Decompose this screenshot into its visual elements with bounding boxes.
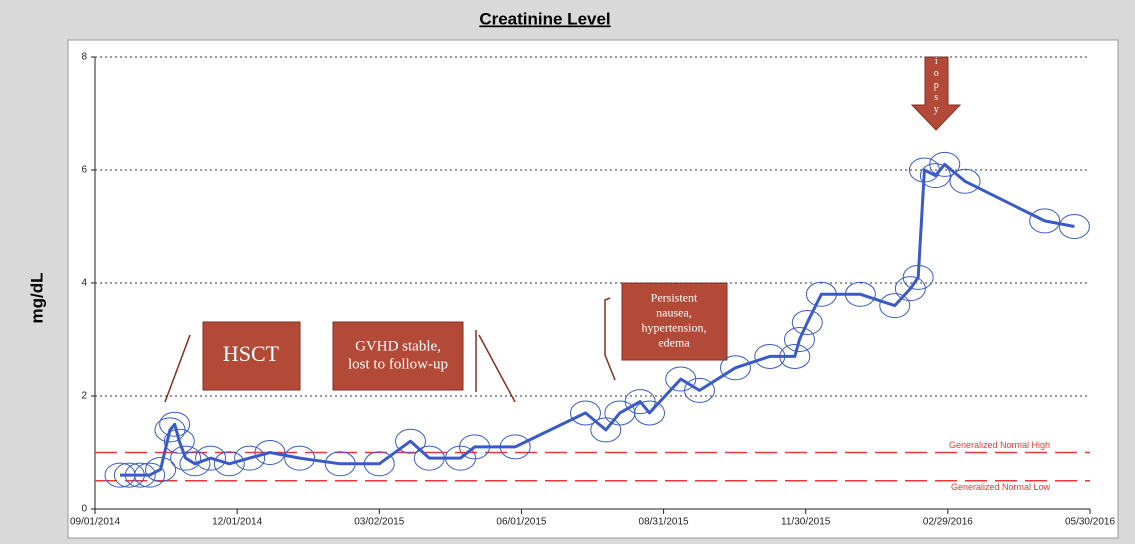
data-point xyxy=(459,434,491,460)
biopsy-arrow xyxy=(910,56,962,131)
data-point xyxy=(445,445,477,471)
data-point xyxy=(805,281,837,307)
data-point xyxy=(719,355,751,381)
data-point xyxy=(902,264,934,290)
annotation-text: lost to follow-up xyxy=(348,356,448,372)
data-point xyxy=(195,445,227,471)
data-point xyxy=(170,445,202,471)
data-point xyxy=(363,451,395,477)
chart-title: Creatinine Level xyxy=(479,9,610,28)
annotation-text: edema xyxy=(658,335,690,349)
data-point xyxy=(113,462,145,488)
x-tick-label: 09/01/2014 xyxy=(70,517,120,528)
annotation-text: hypertension, xyxy=(642,320,707,334)
reference-label: Generalized Normal High xyxy=(949,440,1050,450)
y-tick-label: 0 xyxy=(81,504,87,515)
annotation-box xyxy=(332,321,464,391)
data-point xyxy=(179,451,211,477)
annotation-text: nausea, xyxy=(656,305,692,319)
data-point xyxy=(634,400,666,426)
x-tick-label: 12/01/2014 xyxy=(212,517,262,528)
annotation-text: Persistent xyxy=(651,290,698,304)
data-point xyxy=(395,428,427,454)
data-point xyxy=(1058,214,1090,239)
data-point xyxy=(324,451,356,477)
annotation-text: HSCT xyxy=(223,341,280,366)
annotation-box xyxy=(621,282,728,361)
data-point xyxy=(213,451,245,477)
data-point xyxy=(569,400,601,426)
reference-label: Generalized Normal Low xyxy=(951,482,1051,492)
x-tick-label: 02/29/2016 xyxy=(923,517,973,528)
data-point xyxy=(844,281,876,307)
annotation-text: biopsy xyxy=(931,44,942,116)
data-point xyxy=(929,151,961,177)
data-point xyxy=(234,445,266,471)
data-point xyxy=(879,293,911,319)
annotation-text: GVHD stable, xyxy=(355,338,441,354)
y-tick-label: 6 xyxy=(81,165,87,176)
data-point xyxy=(949,168,981,194)
annotation-connectors xyxy=(164,297,616,403)
data-point xyxy=(908,157,940,183)
data-point xyxy=(779,343,811,369)
data-point xyxy=(134,462,166,488)
x-tick-label: 11/30/2015 xyxy=(781,517,831,528)
data-point xyxy=(754,343,786,369)
data-point xyxy=(783,327,815,352)
data-point xyxy=(894,276,926,302)
x-tick-label: 03/02/2015 xyxy=(354,517,404,528)
data-point xyxy=(413,445,445,471)
data-point xyxy=(1029,208,1061,234)
annotation-box xyxy=(202,321,301,391)
y-tick-label: 4 xyxy=(81,278,87,289)
data-point xyxy=(254,440,286,465)
y-axis-label: mg/dL xyxy=(27,273,46,324)
x-tick-label: 06/01/2015 xyxy=(496,517,546,528)
y-tick-label: 2 xyxy=(81,391,87,402)
x-tick-label: 05/30/2016 xyxy=(1065,517,1115,528)
data-point xyxy=(683,377,715,403)
data-point xyxy=(159,411,191,437)
x-tick-label: 08/31/2015 xyxy=(639,517,689,528)
data-point xyxy=(163,428,195,454)
y-tick-label: 8 xyxy=(81,52,87,63)
data-point xyxy=(124,462,156,488)
data-point xyxy=(499,434,531,460)
data-point xyxy=(791,310,823,336)
data-point xyxy=(284,445,316,471)
data-point xyxy=(145,456,177,482)
